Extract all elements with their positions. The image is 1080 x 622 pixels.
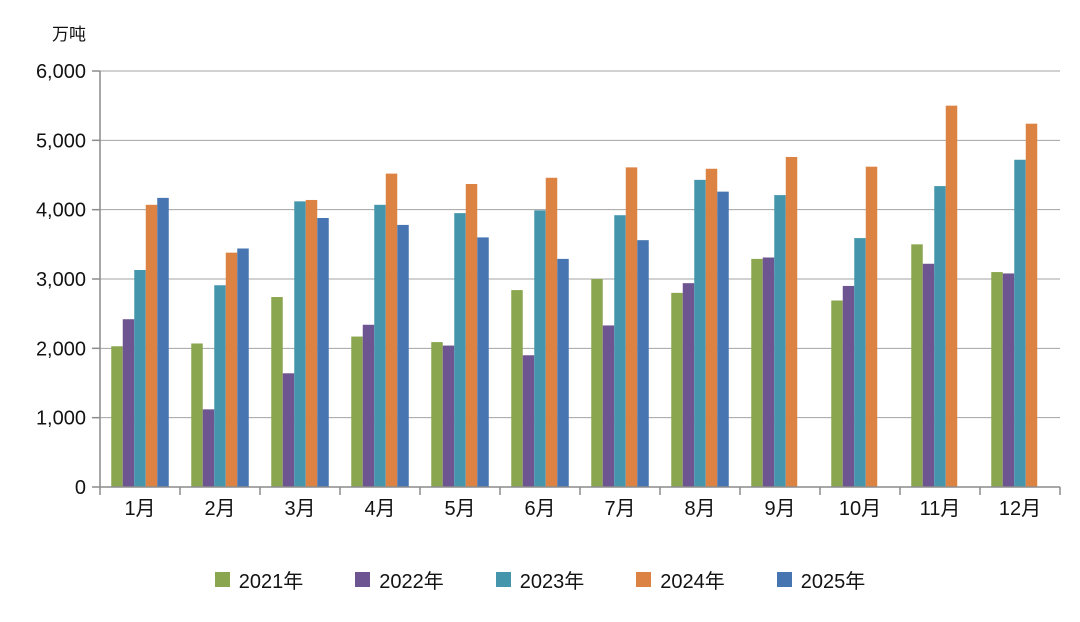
chart-legend: 2021年 2022年 2023年 2024年 2025年 bbox=[0, 565, 1080, 594]
bar-2022年-3月 bbox=[282, 373, 295, 487]
bar-2022年-11月 bbox=[922, 263, 935, 487]
y-tick-label: 3,000 bbox=[36, 269, 86, 291]
y-tick-label: 1,000 bbox=[36, 408, 86, 430]
legend-item-2022年: 2022年 bbox=[355, 565, 444, 594]
x-tick-label: 5月 bbox=[444, 498, 475, 520]
bar-2021年-11月 bbox=[911, 244, 923, 487]
x-tick-label: 1月 bbox=[124, 498, 155, 520]
bar-2023年-1月 bbox=[134, 269, 146, 487]
bar-chart-plot: 万吨 0 1,000 2,000 3,000 4,000 5,000 6,000 1月 2月 3月… bbox=[36, 25, 1061, 520]
bar-2024年-3月 bbox=[305, 199, 318, 487]
x-tick-label: 10月 bbox=[839, 498, 881, 520]
bar-2024年-1月 bbox=[145, 204, 158, 487]
y-tick-label: 5,000 bbox=[36, 130, 86, 152]
bar-2023年-2月 bbox=[214, 285, 226, 487]
bar-2022年-4月 bbox=[362, 324, 375, 487]
bar-2022年-12月 bbox=[1002, 273, 1015, 487]
bar-2023年-4月 bbox=[374, 204, 386, 487]
legend-label: 2024年 bbox=[660, 571, 725, 593]
bar-2022年-8月 bbox=[682, 283, 695, 487]
bar-2022年-6月 bbox=[522, 355, 535, 487]
x-tick-label: 11月 bbox=[920, 498, 961, 520]
bar-2023年-12月 bbox=[1014, 159, 1026, 487]
x-tick-label: 6月 bbox=[524, 498, 555, 520]
x-tick-label: 9月 bbox=[764, 498, 795, 520]
bar-2025年-6月 bbox=[557, 258, 569, 487]
bar-2025年-1月 bbox=[157, 197, 169, 487]
bar-2025年-2月 bbox=[237, 248, 249, 487]
legend-label: 2022年 bbox=[379, 571, 444, 593]
bar-2025年-7月 bbox=[637, 240, 649, 487]
x-tick-label: 2月 bbox=[204, 498, 235, 520]
bar-2021年-6月 bbox=[511, 290, 523, 487]
bar-2023年-10月 bbox=[854, 238, 866, 487]
legend-label: 2023年 bbox=[519, 571, 585, 593]
bar-2021年-5月 bbox=[431, 342, 443, 487]
bars-layer bbox=[111, 105, 1038, 488]
x-tick-label: 3月 bbox=[284, 498, 315, 520]
bar-2021年-4月 bbox=[351, 336, 363, 487]
bar-2024年-4月 bbox=[385, 173, 398, 487]
bar-2021年-12月 bbox=[991, 272, 1003, 487]
x-tick-label: 7月 bbox=[604, 498, 635, 520]
x-tick-label: 4月 bbox=[364, 498, 395, 520]
bar-2021年-9月 bbox=[751, 258, 763, 487]
bar-2021年-1月 bbox=[111, 346, 123, 487]
bar-2023年-7月 bbox=[614, 215, 626, 488]
y-tick-label: 2,000 bbox=[36, 338, 86, 360]
bar-2025年-3月 bbox=[317, 217, 329, 487]
legend-item-2025年: 2025年 bbox=[776, 565, 866, 594]
bar-2022年-2月 bbox=[202, 409, 215, 487]
y-tick-label: 0 bbox=[75, 477, 86, 499]
bar-2021年-10月 bbox=[831, 300, 843, 487]
bar-2023年-8月 bbox=[694, 179, 706, 487]
bar-2022年-5月 bbox=[442, 345, 455, 487]
bar-2023年-3月 bbox=[294, 201, 306, 487]
bar-2021年-2月 bbox=[191, 343, 203, 487]
x-tick-label: 8月 bbox=[684, 498, 715, 520]
bar-2023年-5月 bbox=[454, 213, 466, 487]
bar-2024年-11月 bbox=[945, 105, 958, 488]
y-tick-label: 6,000 bbox=[36, 61, 86, 83]
bar-2025年-5月 bbox=[477, 237, 489, 487]
bar-2022年-9月 bbox=[762, 257, 775, 487]
legend-swatch-icon bbox=[495, 572, 511, 587]
x-tick-label: 12月 bbox=[999, 498, 1041, 520]
legend-swatch-icon bbox=[636, 572, 652, 587]
bar-2023年-9月 bbox=[774, 195, 786, 487]
y-tick-label: 4,000 bbox=[36, 200, 86, 222]
bar-2025年-8月 bbox=[717, 191, 729, 487]
bar-2023年-11月 bbox=[934, 186, 946, 488]
bar-2023年-6月 bbox=[534, 210, 546, 488]
bar-2022年-10月 bbox=[842, 285, 855, 487]
bar-2024年-2月 bbox=[225, 252, 238, 487]
bar-2025年-4月 bbox=[397, 224, 409, 488]
y-axis-unit-label: 万吨 bbox=[52, 25, 86, 44]
bar-2024年-5月 bbox=[465, 184, 478, 487]
gridlines bbox=[100, 70, 1060, 419]
bar-2021年-3月 bbox=[271, 297, 283, 487]
legend-label: 2025年 bbox=[800, 571, 866, 593]
bar-2024年-6月 bbox=[545, 177, 558, 488]
bar-2024年-10月 bbox=[865, 166, 878, 487]
legend-swatch-icon bbox=[776, 572, 792, 587]
bar-2024年-8月 bbox=[705, 168, 718, 487]
legend-item-2024年: 2024年 bbox=[636, 565, 725, 594]
legend-swatch-icon bbox=[355, 572, 371, 587]
bar-2022年-7月 bbox=[602, 325, 615, 487]
bar-2021年-7月 bbox=[591, 279, 603, 487]
bar-2024年-7月 bbox=[625, 167, 638, 487]
legend-label: 2021年 bbox=[238, 571, 304, 593]
bar-2021年-8月 bbox=[671, 292, 683, 487]
axes bbox=[92, 70, 1061, 495]
legend-item-2021年: 2021年 bbox=[214, 565, 304, 594]
bar-2022年-1月 bbox=[122, 319, 135, 487]
legend-item-2023年: 2023年 bbox=[495, 565, 585, 594]
axis-labels: 0 1,000 2,000 3,000 4,000 5,000 6,000 1月 2月 3月 4月 5… bbox=[36, 61, 1041, 520]
bar-2024年-12月 bbox=[1025, 123, 1038, 488]
legend-swatch-icon bbox=[214, 572, 230, 587]
bar-2024年-9月 bbox=[785, 156, 798, 487]
